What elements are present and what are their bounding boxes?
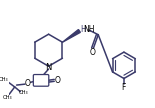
- Text: O: O: [55, 76, 61, 85]
- Text: N: N: [45, 63, 52, 72]
- Text: F: F: [122, 83, 126, 92]
- Text: Abs: Abs: [36, 78, 46, 83]
- FancyBboxPatch shape: [33, 75, 49, 86]
- Text: CH₃: CH₃: [0, 77, 8, 82]
- Text: O: O: [90, 48, 95, 57]
- Text: NH: NH: [83, 25, 95, 34]
- Text: H: H: [80, 25, 86, 34]
- Polygon shape: [62, 29, 80, 42]
- Text: CH₃: CH₃: [2, 95, 12, 100]
- Text: CH₃: CH₃: [18, 90, 28, 95]
- Text: O: O: [25, 79, 31, 88]
